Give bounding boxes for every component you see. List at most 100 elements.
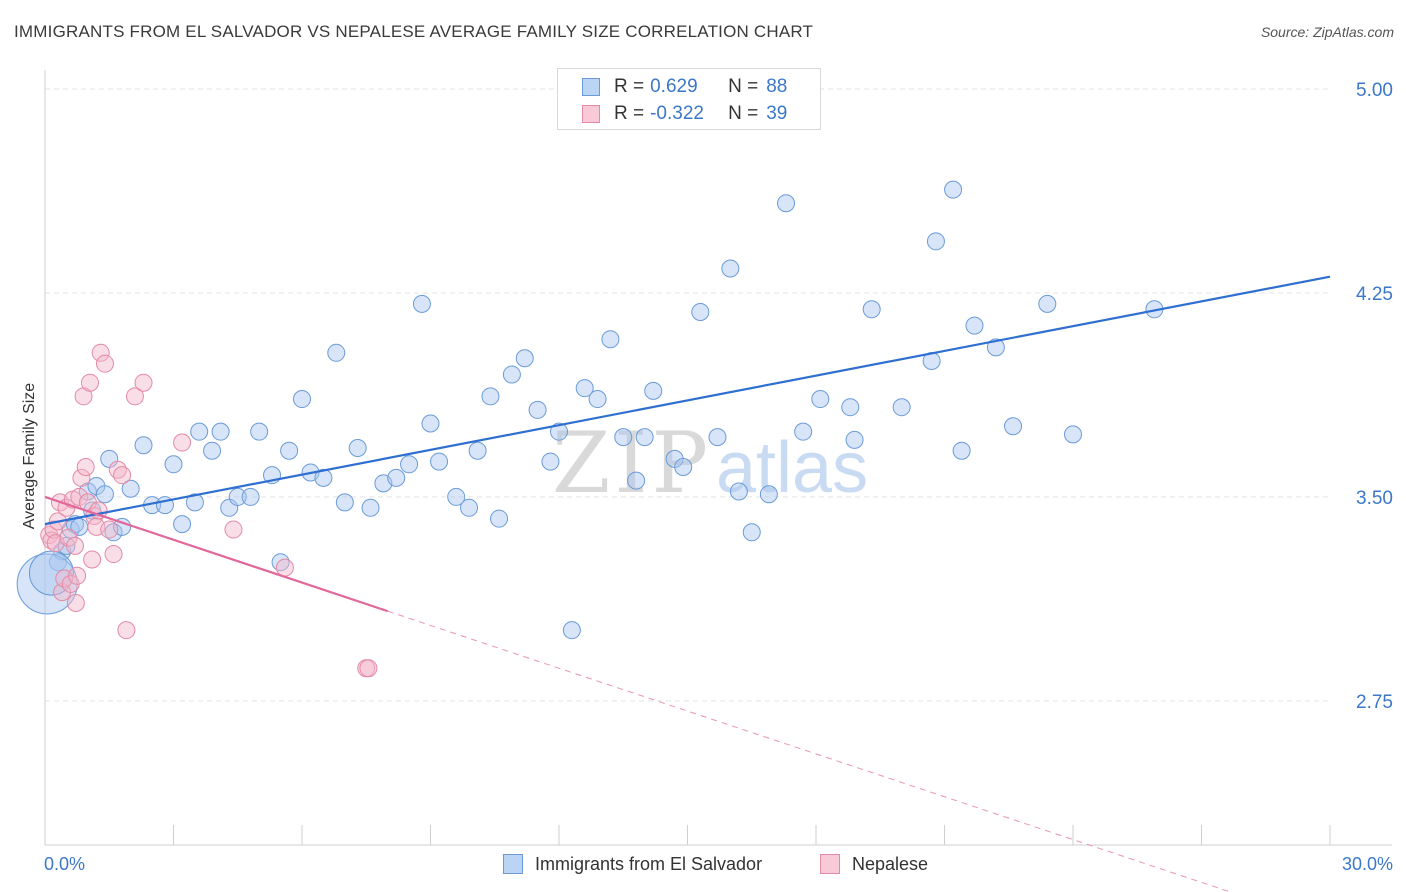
data-point bbox=[447, 487, 466, 506]
data-point bbox=[190, 422, 209, 441]
data-point bbox=[44, 520, 63, 539]
data-point bbox=[588, 390, 607, 409]
y-tick-labels: 2.75 3.50 4.25 5.00 bbox=[1356, 80, 1393, 713]
data-point bbox=[72, 468, 91, 487]
data-point bbox=[104, 545, 123, 564]
data-point bbox=[481, 387, 500, 406]
data-point bbox=[293, 390, 311, 409]
data-point bbox=[811, 390, 830, 409]
data-point bbox=[1038, 294, 1057, 313]
chart-title: IMMIGRANTS FROM EL SALVADOR VS NEPALESE … bbox=[14, 22, 814, 41]
data-point bbox=[65, 536, 84, 555]
data-point bbox=[729, 482, 748, 501]
n-label: N = bbox=[728, 103, 759, 124]
data-point bbox=[134, 373, 153, 392]
legend-swatch-pink bbox=[582, 105, 600, 123]
data-point bbox=[250, 422, 269, 441]
data-point bbox=[794, 422, 813, 441]
watermark: ZIP atlas bbox=[552, 414, 868, 512]
data-point bbox=[95, 485, 114, 504]
data-point bbox=[421, 414, 440, 433]
data-point bbox=[70, 487, 89, 506]
data-point bbox=[275, 558, 294, 577]
data-point bbox=[845, 430, 864, 449]
data-point bbox=[627, 471, 646, 490]
data-point bbox=[400, 455, 419, 474]
data-point bbox=[113, 466, 132, 485]
legend-item-el-salvador: Immigrants from El Salvador bbox=[503, 852, 762, 876]
data-point bbox=[644, 381, 663, 400]
data-point bbox=[759, 485, 778, 504]
trend-lines bbox=[44, 275, 1331, 892]
data-point bbox=[986, 338, 1005, 357]
data-point bbox=[211, 422, 230, 441]
source-label: Source: ZipAtlas.com bbox=[1260, 24, 1394, 40]
legend-row-el-salvador: R = 0.629 N = 88 bbox=[582, 75, 787, 99]
data-point bbox=[348, 438, 367, 457]
data-point bbox=[76, 458, 95, 477]
data-point bbox=[944, 180, 963, 199]
data-point bbox=[228, 487, 247, 506]
r-value: -0.322 bbox=[650, 103, 704, 124]
data-point bbox=[117, 621, 136, 640]
data-point bbox=[892, 398, 911, 417]
n-value: 88 bbox=[766, 76, 788, 97]
data-point bbox=[100, 520, 119, 539]
data-point bbox=[203, 441, 222, 460]
data-point bbox=[562, 621, 581, 640]
data-point bbox=[280, 441, 299, 460]
data-point bbox=[777, 194, 796, 213]
trend-line bbox=[44, 275, 1331, 526]
r-label: R = bbox=[614, 76, 645, 97]
data-point bbox=[185, 493, 204, 512]
x-tick-labels: 0.0% 30.0% bbox=[44, 854, 1393, 874]
trend-line bbox=[44, 495, 389, 613]
legend-swatch-blue bbox=[503, 854, 523, 874]
trend-line-extension bbox=[387, 610, 1232, 892]
data-point bbox=[241, 487, 260, 506]
axes bbox=[44, 70, 1392, 846]
data-point bbox=[965, 316, 984, 335]
n-value: 39 bbox=[766, 103, 788, 124]
y-tick-label: 5.00 bbox=[1356, 80, 1393, 101]
data-point bbox=[335, 493, 354, 512]
data-point bbox=[502, 365, 521, 384]
n-label: N = bbox=[728, 76, 759, 97]
legend-swatch-pink bbox=[820, 854, 840, 874]
correlation-legend: R = 0.629 N = 88 R = -0.322 N = 39 bbox=[557, 68, 821, 130]
data-point bbox=[83, 550, 102, 569]
data-point bbox=[412, 294, 431, 313]
data-point bbox=[80, 373, 99, 392]
data-point bbox=[125, 387, 144, 406]
data-point bbox=[387, 468, 406, 487]
data-point bbox=[601, 330, 620, 349]
legend-item-nepalese: Nepalese bbox=[820, 852, 928, 876]
x-tick-label: 30.0% bbox=[1342, 854, 1393, 874]
data-point bbox=[1004, 417, 1023, 436]
y-tick-label: 4.25 bbox=[1356, 284, 1393, 305]
data-point bbox=[91, 343, 110, 362]
data-point bbox=[742, 523, 761, 542]
data-point bbox=[862, 300, 881, 319]
data-point bbox=[95, 354, 114, 373]
data-point bbox=[68, 566, 87, 585]
data-point bbox=[528, 400, 547, 419]
data-point bbox=[691, 303, 710, 322]
data-point bbox=[121, 479, 140, 498]
data-point bbox=[515, 349, 534, 368]
data-point bbox=[952, 441, 971, 460]
series-nepalese-points bbox=[40, 343, 378, 678]
data-point bbox=[721, 259, 740, 278]
legend-row-nepalese: R = -0.322 N = 39 bbox=[582, 102, 787, 126]
data-point bbox=[224, 520, 243, 539]
series-el-salvador-points bbox=[16, 180, 1164, 640]
data-point bbox=[541, 452, 560, 471]
x-tick-label: 0.0% bbox=[44, 854, 85, 874]
data-point bbox=[674, 458, 693, 477]
data-point bbox=[430, 452, 449, 471]
data-point bbox=[575, 379, 594, 398]
y-tick-label: 3.50 bbox=[1356, 488, 1393, 509]
data-point bbox=[490, 509, 509, 528]
data-point bbox=[173, 433, 192, 452]
legend-label: Nepalese bbox=[852, 853, 929, 874]
